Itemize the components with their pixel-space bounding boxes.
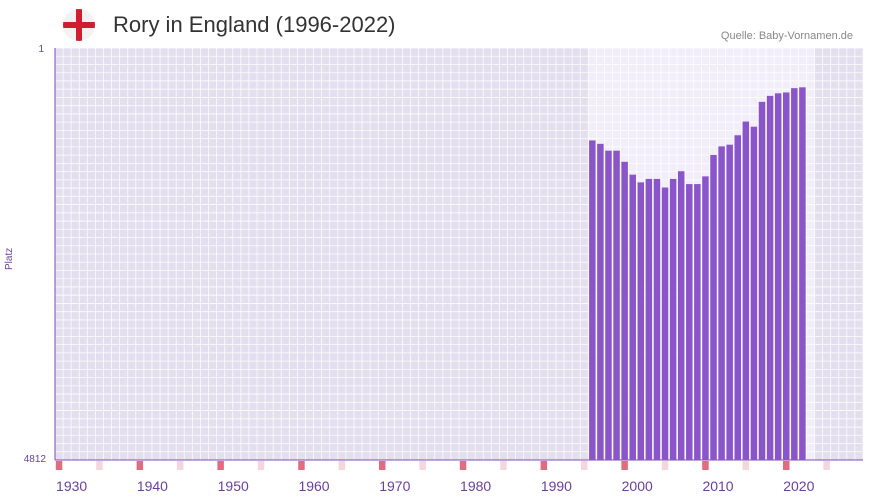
bar-2009 [694, 184, 701, 460]
bar-2022 [799, 87, 806, 460]
decade-marker-1995 [581, 461, 588, 470]
chart-title: Rory in England (1996-2022) [113, 12, 396, 37]
decade-marker-1935 [96, 461, 103, 470]
decade-marker-1990 [540, 461, 548, 470]
bar-1998 [605, 150, 612, 460]
decade-marker-1950 [217, 461, 224, 470]
decade-marker-2015 [742, 461, 750, 470]
bar-2016 [750, 126, 758, 461]
decade-marker-2005 [661, 461, 669, 470]
decade-marker-1975 [419, 461, 426, 470]
x-tick-label-2000: 2000 [622, 478, 653, 494]
decade-marker-1980 [459, 461, 467, 470]
bar-2012 [718, 146, 725, 460]
decade-marker-1945 [177, 461, 184, 470]
source-credit: Quelle: Baby-Vornamen.de [720, 30, 853, 42]
england-flag-icon [63, 9, 95, 41]
bar-2013 [726, 144, 733, 460]
decade-marker-1930 [55, 461, 63, 470]
bar-2006 [669, 178, 677, 461]
y-tick-label-bottom: 4812 [23, 454, 46, 465]
x-tick-label-1960: 1960 [298, 478, 329, 494]
header: Rory in England (1996-2022) Quelle: Baby… [0, 0, 873, 48]
bar-2003 [645, 178, 653, 461]
decade-marker-2010 [702, 461, 709, 470]
bar-1996 [589, 140, 596, 460]
x-tick-label-1970: 1970 [379, 478, 410, 494]
bar-2018 [766, 95, 774, 461]
bar-2015 [742, 121, 750, 460]
decade-marker-2020 [783, 461, 790, 470]
bar-2007 [677, 171, 685, 461]
x-tick-label-2010: 2010 [702, 478, 733, 494]
decade-marker-2000 [621, 461, 628, 470]
bar-2011 [710, 154, 717, 461]
bar-2019 [774, 93, 782, 461]
bar-2021 [791, 88, 798, 460]
decade-marker-1955 [257, 461, 265, 470]
bar-2020 [783, 92, 790, 460]
bar-2000 [621, 161, 628, 460]
decade-marker-1985 [500, 461, 507, 470]
decade-marker-1960 [298, 461, 305, 470]
x-tick-label-1930: 1930 [56, 478, 87, 494]
y-tick-label-top: 1 [38, 44, 44, 55]
x-tick-label-1990: 1990 [541, 478, 572, 494]
bar-1999 [613, 150, 620, 460]
x-tick-label-1940: 1940 [137, 478, 168, 494]
bar-2005 [661, 187, 669, 460]
x-tick-label-2020: 2020 [783, 478, 814, 494]
decade-marker-1940 [136, 461, 144, 470]
bar-2004 [653, 178, 661, 461]
decade-marker-1965 [338, 461, 346, 470]
decade-marker-1970 [379, 461, 386, 470]
bar-2010 [702, 176, 709, 460]
bar-2002 [637, 182, 645, 461]
x-tick-label-1980: 1980 [460, 478, 491, 494]
bar-2001 [629, 174, 636, 461]
bar-2014 [734, 135, 741, 460]
bar-2017 [758, 101, 766, 460]
x-tick-label-1950: 1950 [218, 478, 249, 494]
bar-1997 [597, 143, 604, 461]
decade-marker-2025 [823, 461, 830, 470]
bar-2008 [686, 184, 693, 460]
